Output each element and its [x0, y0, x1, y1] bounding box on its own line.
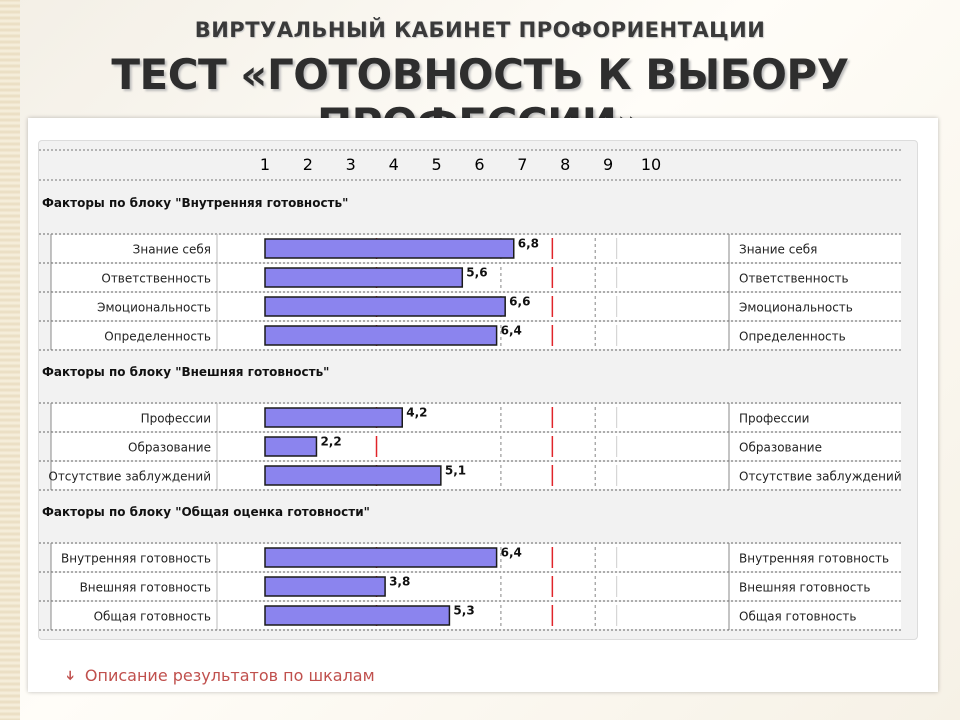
row-label-right: Внутренняя готовность [739, 552, 889, 566]
row-label-right: Внешняя готовность [739, 581, 870, 595]
x-tick-label: 6 [474, 155, 484, 174]
bar-value-label: 5,3 [453, 604, 474, 618]
x-tick-label: 7 [517, 155, 527, 174]
row-right-background [729, 293, 901, 320]
x-tick-label: 8 [560, 155, 570, 174]
row-label-left: Определенность [104, 330, 211, 344]
bar [264, 325, 498, 346]
row-right-background [729, 602, 901, 629]
row-right-background [729, 322, 901, 349]
row-label-left: Профессии [141, 412, 211, 426]
row-right-background [729, 264, 901, 291]
x-tick-label: 3 [346, 155, 356, 174]
row-label-right: Профессии [739, 412, 809, 426]
bar-value-label: 6,4 [501, 546, 522, 560]
row-label-background [51, 544, 217, 571]
bar [264, 605, 451, 626]
row-label-background [51, 573, 217, 600]
x-tick-label: 1 [260, 155, 270, 174]
row-label-left: Эмоциональность [97, 301, 211, 315]
bar [264, 238, 515, 259]
row-label-background [51, 433, 217, 460]
row-label-background [51, 235, 217, 262]
arrow-right-icon: ➔ [61, 670, 77, 681]
section-title: Факторы по блоку "Общая оценка готовност… [42, 505, 370, 519]
section-title: Факторы по блоку "Внешняя готовность" [42, 365, 329, 379]
bar-value-label: 3,8 [389, 575, 410, 589]
row-label-background [51, 293, 217, 320]
row-label-right: Эмоциональность [739, 301, 853, 315]
row-label-left: Внешняя готовность [80, 581, 211, 595]
row-right-background [729, 404, 901, 431]
row-label-left: Отсутствие заблуждений [48, 470, 211, 484]
row-right-background [729, 544, 901, 571]
row-label-background [51, 322, 217, 349]
bar [264, 436, 318, 457]
x-tick-label: 4 [389, 155, 399, 174]
row-label-right: Образование [739, 441, 822, 455]
x-tick-label: 2 [303, 155, 313, 174]
bar [264, 576, 386, 597]
row-label-left: Знание себя [133, 243, 211, 257]
x-tick-label: 10 [641, 155, 661, 174]
row-label-right: Определенность [739, 330, 846, 344]
row-right-background [729, 462, 901, 489]
bar-value-label: 4,2 [406, 406, 427, 420]
bar [264, 547, 498, 568]
row-label-left: Ответственность [101, 272, 211, 286]
results-description-link[interactable]: ➔ Описание результатов по шкалам [61, 666, 375, 685]
section-title: Факторы по блоку "Внутренняя готовность" [42, 196, 348, 210]
results-panel: 1 2 3 4 5 6 7 8 9 10 Факторы по блоку "Внутренняя … [38, 140, 918, 640]
bar [264, 407, 403, 428]
row-right-background [729, 433, 901, 460]
results-card: 1 2 3 4 5 6 7 8 9 10 Факторы по блоку "Внутренняя … [28, 118, 938, 692]
bar [264, 465, 442, 486]
row-label-background [51, 264, 217, 291]
row-label-left: Образование [128, 441, 211, 455]
bar [264, 267, 464, 288]
row-right-background [729, 573, 901, 600]
readiness-chart: 1 2 3 4 5 6 7 8 9 10 Факторы по блоку "Внутренняя … [39, 149, 902, 631]
bar-value-label: 6,4 [501, 324, 522, 338]
bar [264, 296, 506, 317]
bar-value-label: 2,2 [320, 435, 341, 449]
row-right-background [729, 235, 901, 262]
x-tick-label: 9 [603, 155, 613, 174]
x-tick-label: 5 [431, 155, 441, 174]
row-label-background [51, 602, 217, 629]
row-label-background [51, 462, 217, 489]
row-label-right: Общая готовность [739, 610, 856, 624]
row-label-left: Внутренняя готовность [61, 552, 211, 566]
bar-value-label: 5,1 [445, 464, 466, 478]
row-label-right: Ответственность [739, 272, 849, 286]
row-label-right: Отсутствие заблуждений [739, 470, 902, 484]
row-label-background [51, 404, 217, 431]
bar-value-label: 6,8 [518, 237, 539, 251]
results-description-label: Описание результатов по шкалам [84, 666, 375, 685]
bar-value-label: 5,6 [466, 266, 487, 280]
page-subtitle: ВИРТУАЛЬНЫЙ КАБИНЕТ ПРОФОРИЕНТАЦИИ [194, 18, 766, 42]
row-label-right: Знание себя [739, 243, 817, 257]
bar-value-label: 6,6 [509, 295, 530, 309]
row-label-left: Общая готовность [94, 610, 211, 624]
decorative-border [0, 0, 20, 720]
